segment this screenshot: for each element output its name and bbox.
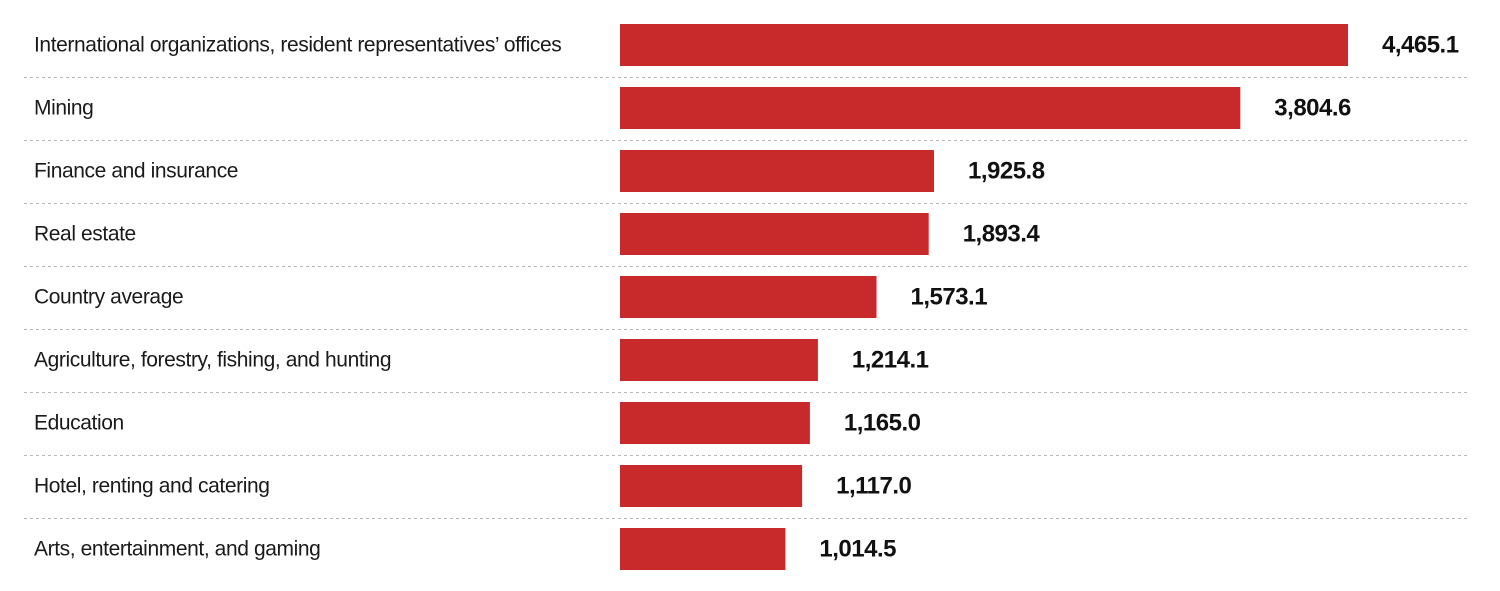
category-label: Country average [34, 286, 183, 309]
category-label: Agriculture, forestry, fishing, and hunt… [34, 349, 391, 372]
value-label: 1,925.8 [968, 158, 1045, 185]
bar [620, 465, 803, 507]
category-label: Real estate [34, 223, 136, 246]
value-label: 1,014.5 [819, 536, 896, 563]
category-label: Arts, entertainment, and gaming [34, 538, 320, 561]
row-separators [24, 77, 1468, 519]
bar [620, 24, 1348, 66]
bar [620, 276, 877, 318]
value-label: 1,893.4 [963, 221, 1041, 248]
category-label: Finance and insurance [34, 160, 238, 183]
value-label: 4,465.1 [1382, 32, 1459, 59]
category-label: Mining [34, 97, 93, 120]
bar [620, 150, 934, 192]
bar [620, 528, 786, 570]
value-label: 1,117.0 [836, 473, 911, 500]
bar [620, 87, 1241, 129]
bar [620, 213, 929, 255]
bar [620, 402, 810, 444]
value-labels: 4,465.1 3,804.6 1,925.8 1,893.4 1,573.1 1,214… [819, 32, 1459, 563]
category-label: Education [34, 412, 124, 435]
value-label: 1,165.0 [844, 410, 921, 437]
bar [620, 339, 818, 381]
value-label: 1,573.1 [911, 284, 988, 311]
value-label: 3,804.6 [1274, 95, 1351, 122]
category-labels: International organizations, resident re… [34, 34, 562, 561]
category-label: Hotel, renting and catering [34, 475, 270, 498]
bars [620, 24, 1348, 570]
category-label: International organizations, resident re… [34, 34, 561, 57]
value-label: 1,214.1 [852, 347, 929, 374]
